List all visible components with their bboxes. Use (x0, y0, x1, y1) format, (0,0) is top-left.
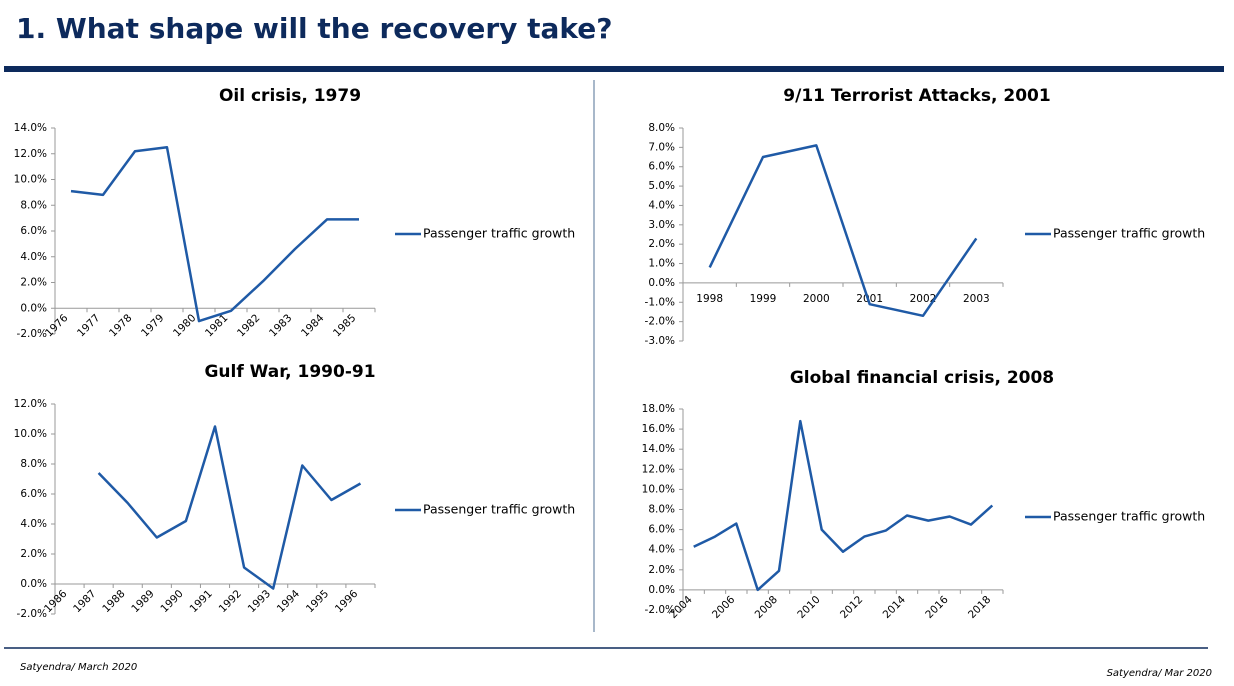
legend-label: Passenger traffic growth (1053, 509, 1205, 524)
x-tick-label: 1976 (43, 312, 71, 340)
y-tick-label: -3.0% (645, 335, 675, 347)
legend-label: Passenger traffic growth (423, 502, 575, 517)
y-tick-label: -1.0% (645, 296, 675, 308)
series-line (70, 146, 359, 323)
x-tick-label: 1992 (217, 588, 244, 615)
y-tick-label: 0.0% (20, 578, 47, 590)
x-tick-label: 1977 (75, 312, 102, 339)
y-tick-label: 4.0% (20, 518, 47, 530)
x-tick-label: 2014 (881, 593, 909, 621)
x-tick-label: 1988 (100, 588, 127, 615)
y-tick-label: 0.0% (20, 302, 47, 314)
y-tick-label: 10.0% (642, 483, 675, 495)
x-tick-label: 1983 (267, 312, 294, 339)
x-tick-label: 1985 (331, 312, 358, 339)
footer-right: Satyendra/ Mar 2020 (1107, 668, 1212, 679)
y-tick-label: 8.0% (648, 122, 675, 134)
y-tick-label: 12.0% (14, 398, 47, 410)
x-tick-label: 1991 (187, 588, 214, 615)
y-tick-label: 7.0% (648, 141, 675, 153)
x-tick-label: 2006 (710, 593, 738, 621)
x-tick-label: 1989 (129, 588, 156, 615)
y-tick-label: -2.0% (17, 328, 47, 340)
chart-title: Global financial crisis, 2008 (790, 368, 1054, 388)
x-tick-label: 2002 (910, 293, 937, 305)
y-tick-label: 8.0% (20, 458, 47, 470)
y-tick-label: 8.0% (648, 504, 675, 516)
y-tick-label: 16.0% (642, 423, 675, 435)
x-tick-label: 2010 (795, 594, 822, 621)
y-tick-label: 2.0% (648, 564, 675, 576)
x-tick-label: 2008 (753, 594, 780, 621)
legend-label: Passenger traffic growth (1053, 226, 1205, 241)
chart-title: Gulf War, 1990-91 (204, 362, 375, 382)
chart-title: Oil crisis, 1979 (219, 86, 361, 106)
legend-label: Passenger traffic growth (423, 226, 575, 241)
chart-title: 9/11 Terrorist Attacks, 2001 (783, 86, 1050, 106)
y-tick-label: 8.0% (20, 199, 47, 211)
x-tick-label: 1996 (333, 588, 361, 616)
y-tick-label: 10.0% (14, 428, 47, 440)
y-tick-label: 5.0% (648, 180, 675, 192)
series-line (97, 425, 362, 590)
x-tick-label: 1978 (107, 312, 134, 339)
x-tick-label: 2012 (838, 594, 865, 621)
y-tick-label: 4.0% (648, 199, 675, 211)
y-tick-label: 0.0% (648, 584, 675, 596)
x-tick-label: 1999 (750, 293, 777, 305)
x-tick-label: 1998 (696, 293, 723, 305)
x-tick-label: 1994 (275, 588, 303, 616)
x-tick-label: 1980 (171, 312, 198, 339)
x-tick-label: 1984 (299, 312, 327, 340)
x-tick-label: 2004 (667, 593, 695, 621)
y-tick-label: 12.0% (14, 148, 47, 160)
x-tick-label: 1982 (235, 312, 262, 339)
y-tick-label: -2.0% (645, 604, 675, 616)
series-line (708, 144, 978, 318)
y-tick-label: 18.0% (642, 403, 675, 415)
slide-title: 1. What shape will the recovery take? (16, 12, 613, 45)
x-tick-label: 1990 (158, 588, 185, 615)
y-tick-label: 14.0% (642, 443, 675, 455)
y-tick-label: 2.0% (20, 548, 47, 560)
y-tick-label: 2.0% (648, 238, 675, 250)
x-tick-label: 2001 (856, 293, 883, 305)
title-bar (4, 66, 1224, 72)
y-tick-label: -2.0% (17, 608, 47, 620)
y-tick-label: 3.0% (648, 219, 675, 231)
y-tick-label: 14.0% (14, 122, 47, 134)
y-tick-label: 6.0% (20, 225, 47, 237)
y-tick-label: 12.0% (642, 463, 675, 475)
series-line (693, 419, 994, 592)
y-tick-label: 6.0% (648, 524, 675, 536)
footer-left: Satyendra/ March 2020 (20, 662, 137, 673)
x-tick-label: 1987 (71, 588, 98, 615)
x-tick-label: 1979 (139, 312, 166, 339)
x-tick-label: 1995 (304, 588, 331, 615)
y-tick-label: 4.0% (20, 251, 47, 263)
x-tick-label: 2018 (966, 594, 993, 621)
x-tick-label: 2003 (963, 293, 990, 305)
y-tick-label: 0.0% (648, 277, 675, 289)
y-tick-label: -2.0% (645, 316, 675, 328)
x-tick-label: 2000 (803, 293, 830, 305)
y-tick-label: 6.0% (648, 161, 675, 173)
y-tick-label: 10.0% (14, 174, 47, 186)
y-tick-label: 2.0% (20, 277, 47, 289)
x-tick-label: 1986 (42, 588, 70, 616)
y-tick-label: 4.0% (648, 544, 675, 556)
y-tick-label: 6.0% (20, 488, 47, 500)
y-tick-label: 1.0% (648, 258, 675, 270)
x-tick-label: 2016 (923, 593, 951, 621)
x-tick-label: 1993 (246, 588, 273, 615)
